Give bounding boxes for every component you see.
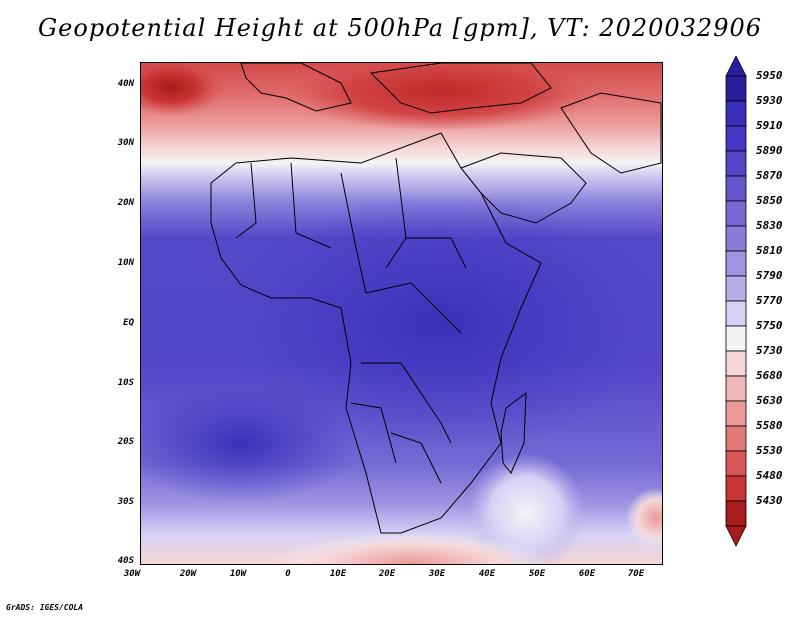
colorbar-label: 5580: [756, 419, 783, 432]
colorbar-swatch: [725, 250, 747, 277]
colorbar-boxes: [725, 56, 747, 547]
lon-label-20e: 20E: [378, 569, 396, 579]
colorbar-label: 5630: [756, 394, 783, 407]
colorbar-label: 5870: [756, 169, 783, 182]
colorbar-label: 5950: [756, 69, 783, 82]
colorbar: [725, 56, 747, 547]
lon-label-50e: 50E: [528, 569, 546, 579]
colorbar-label: 5750: [756, 319, 783, 332]
colorbar-swatch: [725, 500, 747, 527]
country-borders: [235, 157, 467, 484]
europe-outline: [240, 63, 352, 112]
colorbar-swatch: [725, 325, 747, 352]
atlantic-high-core: [141, 383, 361, 503]
lat-label-20s: 20S: [117, 437, 134, 447]
lat-label-20n: 20N: [117, 198, 134, 208]
lat-label-40s: 40S: [117, 556, 134, 566]
lon-label-0: 0: [285, 569, 291, 579]
mediterranean-trough: [281, 63, 601, 131]
geopotential-field: [141, 63, 662, 564]
colorbar-swatch: [725, 425, 747, 452]
lat-label-10s: 10S: [117, 378, 134, 388]
black-sea-region-outline: [369, 63, 552, 114]
lon-label-20w: 20W: [179, 569, 197, 579]
colorbar-label: 5680: [756, 369, 783, 382]
colorbar-swatch: [725, 300, 747, 327]
lon-label-30w: 30W: [123, 569, 141, 579]
lon-label-10w: 10W: [229, 569, 247, 579]
colorbar-label: 5770: [756, 294, 783, 307]
colorbar-label: 5480: [756, 469, 783, 482]
colorbar-min-triangle: [725, 525, 747, 547]
lon-label-40e: 40E: [478, 569, 496, 579]
southern-trough: [271, 533, 551, 564]
colorbar-label: 5730: [756, 344, 783, 357]
arabia-outline: [460, 152, 587, 224]
lat-label-40n: 40N: [117, 79, 134, 89]
map-panel: [140, 62, 663, 565]
colorbar-swatch: [725, 100, 747, 127]
map-title: Geopotential Height at 500hPa [gpm], VT:…: [38, 14, 762, 42]
colorbar-swatch: [725, 400, 747, 427]
coastlines: [210, 63, 662, 534]
southeast-trough: [626, 488, 662, 548]
colorbar-swatch: [725, 175, 747, 202]
iran-region-outline: [560, 92, 662, 174]
colorbar-max-triangle: [725, 56, 747, 77]
colorbar-swatch: [725, 475, 747, 502]
colorbar-swatch: [725, 275, 747, 302]
lon-label-30e: 30E: [428, 569, 446, 579]
lat-label-eq: EQ: [123, 318, 134, 328]
colorbar-swatch: [725, 75, 747, 102]
colorbar-label: 5830: [756, 219, 783, 232]
lat-label-30s: 30S: [117, 497, 134, 507]
madagascar-outline: [500, 391, 527, 474]
colorbar-label: 5530: [756, 444, 783, 457]
subtropical-high-core: [221, 193, 661, 453]
colorbar-swatch: [725, 125, 747, 152]
colorbar-label: 5430: [756, 494, 783, 507]
colorbar-swatch: [725, 150, 747, 177]
colorbar-label: 5910: [756, 119, 783, 132]
colorbar-swatch: [725, 450, 747, 477]
colorbar-swatch: [725, 350, 747, 377]
colorbar-label: 5890: [756, 144, 783, 157]
lat-label-30n: 30N: [117, 138, 134, 148]
colorbar-label: 5790: [756, 269, 783, 282]
colorbar-label: 5810: [756, 244, 783, 257]
lon-label-70e: 70E: [627, 569, 645, 579]
lon-label-60e: 60E: [578, 569, 596, 579]
atlantic-low: [141, 63, 226, 117]
africa-outline: [210, 132, 542, 534]
colorbar-swatch: [725, 375, 747, 402]
grads-credit: GrADS: IGES/COLA: [6, 603, 84, 612]
colorbar-label: 5930: [756, 94, 783, 107]
southeast-ridge: [466, 453, 586, 564]
colorbar-swatch: [725, 200, 747, 227]
lat-label-10n: 10N: [117, 258, 134, 268]
lon-label-10e: 10E: [329, 569, 347, 579]
colorbar-swatch: [725, 225, 747, 252]
colorbar-label: 5850: [756, 194, 783, 207]
